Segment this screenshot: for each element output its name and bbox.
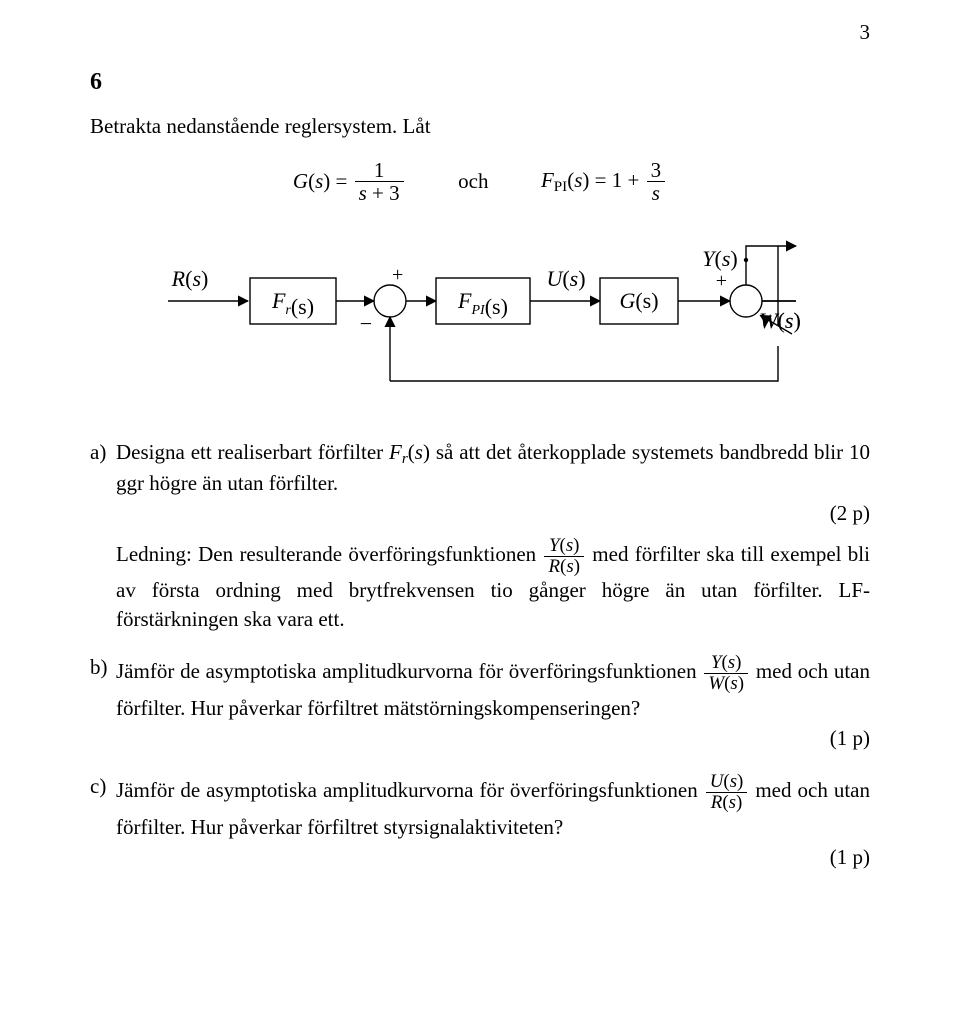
svg-text:W(s): W(s)	[759, 308, 800, 333]
item-a-Fr-var: F	[389, 440, 402, 464]
eq-frac1-num: 1	[355, 159, 404, 182]
item-b-den-var: W	[708, 673, 724, 694]
eq-frac1-den-3: 3	[389, 181, 400, 205]
equation-row: G(s) = 1 s + 3 och FPI(s) = 1 + 3 s	[90, 159, 870, 204]
page: 3 6 Betrakta nedanstående reglersystem. …	[0, 0, 960, 1013]
svg-text:+: +	[392, 264, 403, 286]
svg-text:Fr(s): Fr(s)	[271, 288, 314, 319]
item-c-den-arg: s	[729, 792, 736, 813]
eq-and: och	[458, 167, 488, 195]
item-c-num-var: U	[710, 771, 724, 792]
svg-text:+: +	[716, 270, 727, 292]
eq-G: G	[293, 169, 308, 193]
item-b-den-arg: s	[730, 673, 737, 694]
item-b: b) Jämför de asymptotiska amplitudkurvor…	[90, 653, 870, 752]
item-b-num-var: Y	[711, 652, 722, 673]
item-a-hint-frac: Y(s) R(s)	[542, 536, 586, 577]
item-c: c) Jämför de asymptotiska amplitudkurvor…	[90, 772, 870, 871]
svg-text:−: −	[360, 311, 372, 336]
item-b-frac: Y(s) W(s)	[702, 653, 750, 694]
item-a-hint-den-var: R	[548, 556, 560, 577]
eq-G-arg: s	[315, 169, 323, 193]
item-c-frac: U(s) R(s)	[704, 772, 750, 813]
block-diagram: R(s)Fr(s)+−FPI(s)U(s)G(s)+−Y(s)W(s)W(s)	[90, 226, 870, 416]
item-a-label: a)	[90, 438, 116, 633]
svg-text:G(s): G(s)	[619, 288, 658, 313]
svg-text:FPI(s): FPI(s)	[457, 288, 508, 319]
eq-frac1-den-s: s	[359, 181, 367, 205]
item-b-label: b)	[90, 653, 116, 752]
eq-frac1: 1 s + 3	[353, 159, 406, 204]
item-a-hint: Ledning: Den resulterande överföringsfun…	[116, 536, 870, 633]
question-number: 6	[90, 66, 870, 98]
page-number: 3	[860, 18, 871, 46]
eq-F: F	[541, 168, 554, 192]
svg-text:R(s): R(s)	[171, 266, 209, 291]
item-b-pre: Jämför de asymptotiska amplitudkurvorna …	[116, 659, 702, 683]
eq-F-arg: s	[574, 168, 582, 192]
item-b-num-arg: s	[728, 652, 735, 673]
eq-F-sub: PI	[554, 178, 567, 194]
item-a-Fr-arg: s	[415, 440, 423, 464]
item-a-hint-num-var: Y	[549, 535, 560, 556]
eq-frac2-num: 3	[647, 159, 666, 182]
svg-text:Y(s): Y(s)	[702, 246, 737, 271]
item-c-pre: Jämför de asymptotiska amplitudkurvorna …	[116, 779, 704, 803]
eq-frac2: 3 s	[645, 159, 668, 204]
item-c-label: c)	[90, 772, 116, 871]
item-a-pre: Designa ett realiserbart förfilter	[116, 440, 389, 464]
item-a: a) Designa ett realiserbart förfilter Fr…	[90, 438, 870, 633]
item-c-den-var: R	[711, 792, 723, 813]
svg-text:U(s): U(s)	[546, 266, 585, 291]
item-a-hint-den-arg: s	[566, 556, 573, 577]
item-c-num-arg: s	[730, 771, 737, 792]
item-a-points: (2 p)	[116, 499, 870, 527]
item-a-hint-pre: Ledning: Den resulterande överföringsfun…	[116, 542, 542, 566]
eq-eq1: =	[330, 169, 347, 193]
item-a-Fr-sub: r	[402, 451, 408, 467]
intro-text: Betrakta nedanstående reglersystem. Låt	[90, 112, 870, 140]
item-b-points: (1 p)	[116, 724, 870, 752]
block-diagram-svg: R(s)Fr(s)+−FPI(s)U(s)G(s)+−Y(s)W(s)W(s)	[160, 226, 800, 416]
eq-frac1-den-op: +	[367, 181, 389, 205]
item-c-points: (1 p)	[116, 843, 870, 871]
eq-frac2-den: s	[652, 181, 660, 205]
eq-rhs-lead: = 1 +	[589, 168, 639, 192]
item-a-hint-num-arg: s	[566, 535, 573, 556]
